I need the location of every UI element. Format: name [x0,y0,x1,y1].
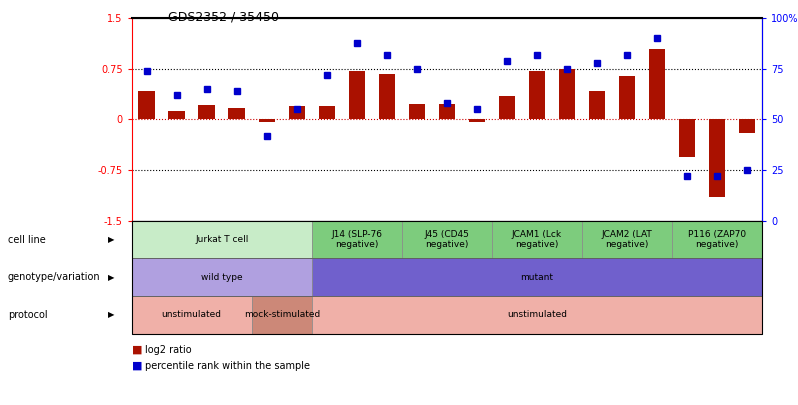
Text: J45 (CD45
negative): J45 (CD45 negative) [425,230,469,249]
Text: ▶: ▶ [108,310,114,320]
Bar [499,96,516,119]
Text: Jurkat T cell: Jurkat T cell [195,235,248,244]
Bar [529,71,545,119]
Text: ■: ■ [132,361,142,371]
Text: genotype/variation: genotype/variation [8,272,101,282]
Bar [138,91,155,119]
Text: JCAM1 (Lck
negative): JCAM1 (Lck negative) [512,230,562,249]
Bar [199,104,215,119]
Bar [349,71,365,119]
Bar [168,111,185,119]
Text: cell line: cell line [8,234,45,245]
Text: protocol: protocol [8,310,48,320]
Bar [228,108,245,119]
Bar [649,49,666,119]
Text: unstimulated: unstimulated [507,310,567,320]
Bar [439,104,455,119]
Bar [409,104,425,119]
Text: ■: ■ [132,345,142,355]
Bar [559,69,575,119]
Text: J14 (SLP-76
negative): J14 (SLP-76 negative) [331,230,382,249]
Bar [739,119,756,133]
Bar [709,119,725,197]
Bar [259,119,275,122]
Text: P116 (ZAP70
negative): P116 (ZAP70 negative) [688,230,746,249]
Text: GDS2352 / 35450: GDS2352 / 35450 [168,10,279,23]
Bar [468,119,485,122]
Bar [618,76,635,119]
Text: mutant: mutant [520,273,554,282]
Text: mock-stimulated: mock-stimulated [243,310,320,320]
Bar [679,119,695,157]
Bar [289,106,305,119]
Text: ▶: ▶ [108,235,114,244]
Text: percentile rank within the sample: percentile rank within the sample [145,361,310,371]
Bar [589,91,605,119]
Text: ▶: ▶ [108,273,114,282]
Text: JCAM2 (LAT
negative): JCAM2 (LAT negative) [602,230,653,249]
Bar [318,106,335,119]
Text: unstimulated: unstimulated [162,310,222,320]
Bar [378,74,395,119]
Text: wild type: wild type [201,273,243,282]
Text: log2 ratio: log2 ratio [145,345,192,355]
